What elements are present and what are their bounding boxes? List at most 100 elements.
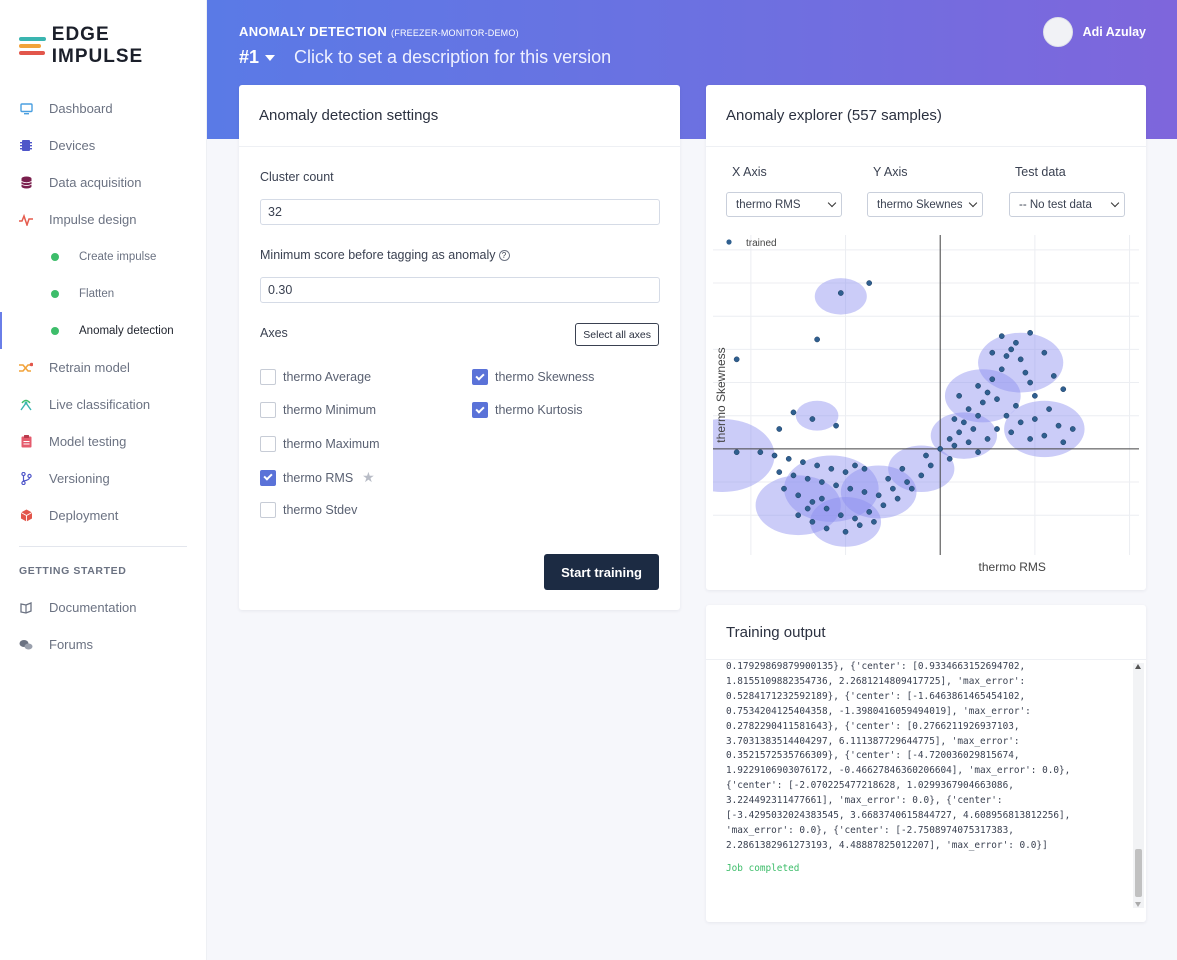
star-icon: ★ bbox=[362, 469, 375, 485]
edge-impulse-logo[interactable]: EDGE IMPULSE bbox=[19, 24, 206, 68]
axis-checkbox-thermo-skewness[interactable]: thermo Skewness bbox=[472, 369, 594, 385]
sidebar-item-deployment[interactable]: Deployment bbox=[0, 497, 206, 534]
sidebar-item-label: Live classification bbox=[49, 397, 151, 412]
sidebar-item-label: Impulse design bbox=[49, 212, 137, 227]
sidebar-item-retrain-model[interactable]: Retrain model bbox=[0, 349, 206, 386]
sidebar-item-documentation[interactable]: Documentation bbox=[0, 589, 206, 626]
data-point bbox=[819, 495, 825, 502]
data-point bbox=[880, 502, 887, 509]
data-point bbox=[809, 499, 816, 505]
checkbox[interactable] bbox=[260, 502, 276, 518]
chat-icon bbox=[19, 638, 33, 652]
anomaly-scatter-plot[interactable]: trained thermo RMS thermo Skewness bbox=[713, 230, 1139, 575]
help-icon[interactable]: ? bbox=[498, 250, 510, 261]
log-line: 'max_error': 0.0}, {'center': [-2.750897… bbox=[726, 824, 1014, 836]
sidebar-item-data-acquisition[interactable]: Data acquisition bbox=[0, 164, 206, 201]
axis-checkbox-thermo-stdev[interactable]: thermo Stdev bbox=[260, 502, 357, 518]
min-score-label: Minimum score before tagging as anomaly? bbox=[260, 248, 510, 262]
anomaly-settings-card: Anomaly detection settings Cluster count… bbox=[239, 85, 680, 610]
sidebar-item-label: Devices bbox=[49, 138, 96, 153]
cluster-count-input[interactable]: 32 bbox=[260, 199, 660, 225]
axis-checkbox-thermo-kurtosis[interactable]: thermo Kurtosis bbox=[472, 402, 583, 418]
data-point bbox=[908, 485, 915, 492]
user-name: Adi Azulay bbox=[1082, 25, 1146, 39]
checkbox-label: thermo Stdev bbox=[283, 503, 358, 517]
test-data-select[interactable]: -- No test data bbox=[1009, 192, 1125, 217]
data-point bbox=[833, 422, 839, 429]
data-point bbox=[1069, 426, 1076, 432]
checkbox-checked[interactable] bbox=[472, 369, 488, 385]
log-line: 3.7031383514404297, 6.111387729644775], … bbox=[726, 735, 1020, 747]
cluster-area bbox=[795, 400, 839, 431]
data-point bbox=[956, 392, 962, 399]
data-point bbox=[885, 475, 891, 482]
data-point bbox=[1055, 422, 1062, 429]
axis-checkbox-thermo-minimum[interactable]: thermo Minimum bbox=[260, 402, 376, 418]
data-point bbox=[861, 489, 868, 495]
log-line: 1.9229106903076172, -0.46627846360206604… bbox=[726, 765, 1071, 777]
sidebar-item-model-testing[interactable]: Model testing bbox=[0, 423, 206, 460]
axis-checkbox-thermo-maximum[interactable]: thermo Maximum bbox=[260, 436, 380, 452]
legend-label: trained bbox=[746, 238, 777, 249]
training-output-card: Training output 0.17929869879900135}, {'… bbox=[706, 605, 1146, 922]
axis-checkbox-thermo-average[interactable]: thermo Average bbox=[260, 369, 371, 385]
data-point bbox=[961, 419, 967, 426]
checkbox-checked[interactable] bbox=[472, 402, 488, 418]
sidebar-subitem-create-impulse[interactable]: Create impulse bbox=[0, 238, 206, 275]
checkbox[interactable] bbox=[260, 402, 276, 418]
cluster-area bbox=[814, 278, 867, 315]
log-line: 1.8155109882354736, 2.2681214809417725],… bbox=[726, 675, 1026, 687]
scroll-down-icon[interactable] bbox=[1135, 902, 1141, 907]
data-point bbox=[781, 485, 787, 492]
sidebar-item-impulse-design[interactable]: Impulse design bbox=[0, 201, 206, 238]
y-axis-select[interactable]: thermo Skewness bbox=[867, 192, 983, 217]
x-axis-select[interactable]: thermo RMS bbox=[726, 192, 842, 217]
data-point bbox=[951, 416, 958, 422]
axis-checkbox-thermo-rms[interactable]: thermo RMS ★ bbox=[260, 469, 375, 486]
data-point bbox=[956, 429, 962, 436]
card-title: Training output bbox=[706, 605, 1146, 660]
data-point bbox=[776, 426, 783, 432]
checkbox[interactable] bbox=[260, 369, 276, 385]
sidebar-item-devices[interactable]: Devices bbox=[0, 127, 206, 164]
cluster-area bbox=[930, 412, 997, 459]
data-point bbox=[975, 412, 981, 419]
log-line: 2.2861382961273193, 4.48887825012207], '… bbox=[726, 839, 1048, 851]
data-point bbox=[970, 426, 977, 432]
status-dot-icon bbox=[51, 252, 59, 261]
data-point bbox=[833, 482, 839, 489]
sidebar-subitem-anomaly-detection[interactable]: Anomaly detection bbox=[0, 312, 206, 349]
data-point bbox=[823, 505, 830, 512]
data-point bbox=[809, 416, 816, 422]
min-score-input[interactable]: 0.30 bbox=[260, 277, 660, 303]
checkbox-label: thermo RMS bbox=[283, 470, 354, 485]
scroll-thumb[interactable] bbox=[1135, 849, 1142, 897]
cluster-area bbox=[978, 332, 1064, 393]
data-point bbox=[1027, 379, 1033, 386]
scroll-up-icon[interactable] bbox=[1135, 664, 1141, 669]
sidebar-item-versioning[interactable]: Versioning bbox=[0, 460, 206, 497]
min-score-label-text: Minimum score before tagging as anomaly bbox=[260, 248, 496, 262]
chip-icon bbox=[19, 139, 33, 153]
sidebar-item-live-classification[interactable]: Live classification bbox=[0, 386, 206, 423]
y-axis-title: thermo Skewness bbox=[714, 347, 728, 442]
data-point bbox=[819, 479, 825, 485]
data-point bbox=[790, 472, 797, 479]
select-value: thermo Skewness bbox=[877, 198, 962, 211]
data-point bbox=[946, 436, 953, 442]
start-training-button[interactable]: Start training bbox=[544, 554, 659, 590]
sidebar-subitem-flatten[interactable]: Flatten bbox=[0, 275, 206, 312]
version-description[interactable]: Click to set a description for this vers… bbox=[294, 47, 612, 67]
version-dropdown[interactable]: #1 bbox=[239, 47, 276, 68]
log-scrollbar[interactable] bbox=[1133, 663, 1144, 908]
select-all-axes-button[interactable]: Select all axes bbox=[575, 323, 659, 346]
sidebar-item-forums[interactable]: Forums bbox=[0, 626, 206, 663]
sidebar-item-dashboard[interactable]: Dashboard bbox=[0, 90, 206, 127]
checkbox-label: thermo Skewness bbox=[495, 370, 595, 384]
user-menu[interactable]: Adi Azulay bbox=[1042, 17, 1146, 47]
checkbox-checked[interactable] bbox=[260, 469, 276, 486]
checkbox[interactable] bbox=[260, 436, 276, 452]
data-point bbox=[937, 446, 944, 452]
data-point bbox=[809, 518, 816, 525]
cluster-area bbox=[840, 465, 917, 519]
